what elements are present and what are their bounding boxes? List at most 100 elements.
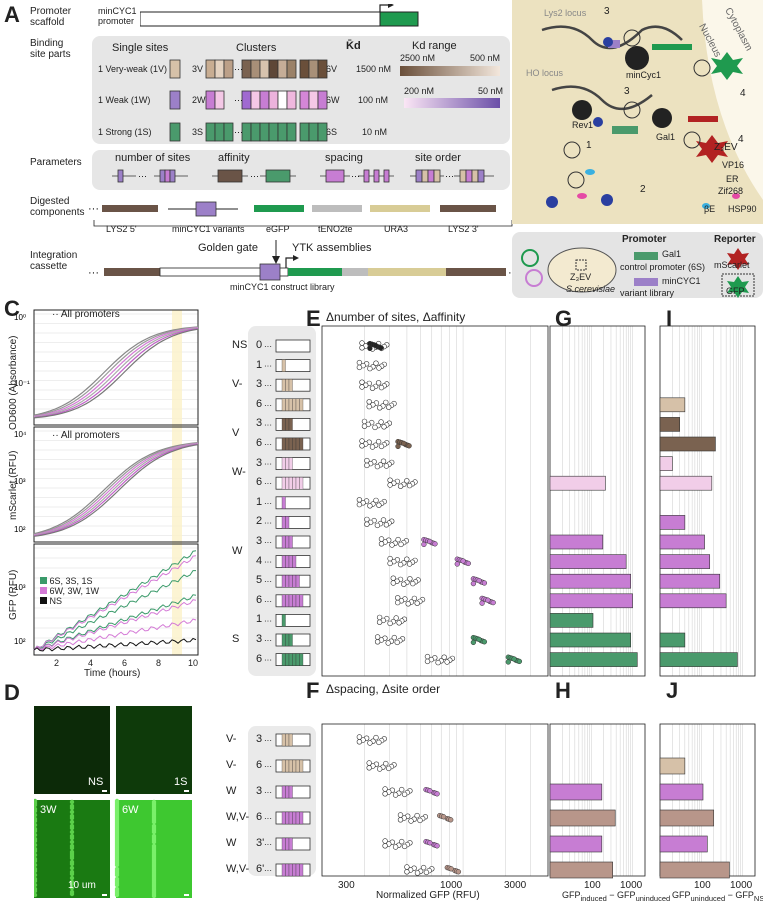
f-point-uninduced bbox=[408, 818, 414, 824]
f-construct-site bbox=[288, 759, 293, 773]
e-point-uninduced bbox=[375, 380, 382, 386]
e-point-induced bbox=[378, 345, 384, 351]
g-bar bbox=[549, 475, 606, 491]
d-cell-dot bbox=[34, 842, 38, 848]
e-construct-site bbox=[288, 535, 293, 549]
f-xtick-3000: 3000 bbox=[504, 880, 527, 891]
d-cell-dot bbox=[151, 837, 157, 843]
e-row-number: 6 bbox=[256, 593, 263, 606]
c-od600-curve bbox=[33, 326, 199, 416]
e-construct-site bbox=[299, 594, 304, 607]
e-construct-site bbox=[295, 653, 300, 666]
h-xtick-100: 100 bbox=[584, 880, 601, 891]
i-bar bbox=[659, 554, 711, 569]
kd-header: K̄d bbox=[346, 40, 361, 52]
e-construct-site bbox=[295, 437, 300, 451]
svg-text:10⁻¹: 10⁻¹ bbox=[14, 379, 30, 388]
e-point-uninduced bbox=[386, 404, 392, 410]
d-cell-dot bbox=[69, 875, 75, 881]
e-point-uninduced bbox=[405, 601, 411, 607]
e-group-label: W- bbox=[232, 466, 246, 479]
e-construct-site bbox=[285, 437, 290, 451]
e-point-uninduced bbox=[380, 458, 387, 464]
e-point-induced bbox=[470, 639, 477, 646]
c-mscarlet-curve bbox=[33, 442, 199, 535]
e-group-label: V bbox=[232, 427, 240, 440]
svg-text:···: ··· bbox=[88, 267, 99, 279]
d-cell-dot bbox=[69, 839, 75, 845]
d-cell-dot bbox=[34, 800, 38, 806]
zif268-label: Zif268 bbox=[718, 186, 744, 196]
e-point-uninduced bbox=[378, 443, 385, 450]
f-point-induced bbox=[427, 788, 433, 794]
e-group-label: V- bbox=[232, 378, 243, 391]
e-construct-site bbox=[295, 398, 300, 411]
e-point-uninduced bbox=[387, 560, 393, 567]
f-construct-site bbox=[281, 863, 286, 877]
f-point-uninduced bbox=[386, 765, 392, 772]
e-construct-site bbox=[281, 496, 286, 509]
f-point-induced bbox=[434, 791, 440, 797]
c-gfp-curve bbox=[33, 555, 197, 651]
kd-range-header: Kd range bbox=[412, 40, 457, 52]
e-construct-site bbox=[288, 594, 293, 607]
z3ev-yeast-label: Z₃EV bbox=[570, 272, 592, 282]
d-cell-dot bbox=[69, 813, 75, 819]
e-point-uninduced bbox=[394, 639, 400, 646]
f-construct-site bbox=[288, 811, 293, 825]
e-point-uninduced bbox=[435, 659, 441, 666]
e-point-uninduced bbox=[410, 580, 416, 587]
c-xtick-10: 10 bbox=[188, 658, 199, 668]
e-construct-site bbox=[292, 555, 297, 568]
d-cell-dot bbox=[69, 865, 75, 871]
panel-label-i: I bbox=[666, 306, 673, 331]
d-cell-dot bbox=[114, 850, 120, 856]
e-point-induced bbox=[485, 597, 491, 603]
e-point-uninduced bbox=[374, 522, 381, 529]
e-group-label: NS bbox=[232, 339, 248, 351]
f-construct-site bbox=[288, 733, 293, 747]
d-cell-dot bbox=[34, 872, 38, 878]
kd-w-range-lo: 200 nM bbox=[404, 86, 435, 96]
digested-label: Digested components bbox=[30, 196, 85, 218]
panel-label-a: A bbox=[4, 2, 20, 27]
d-cell-dot bbox=[34, 852, 38, 858]
f-construct-site bbox=[285, 733, 290, 747]
e-construct-site bbox=[285, 379, 290, 392]
f-point-induced bbox=[455, 869, 462, 875]
j-x-label: GFPuninduced − GFPNS bbox=[672, 890, 763, 903]
e-construct-site bbox=[285, 516, 290, 529]
f-construct-site bbox=[292, 759, 297, 773]
d-cell-dot bbox=[69, 833, 75, 839]
svg-text:10²: 10² bbox=[14, 525, 26, 534]
d-cell-dot bbox=[114, 844, 120, 850]
e-construct-site bbox=[288, 575, 293, 588]
f-point-induced bbox=[427, 840, 433, 846]
e-construct-site bbox=[281, 516, 286, 529]
e-construct-site bbox=[281, 359, 286, 372]
e-point-uninduced bbox=[383, 522, 390, 528]
d-cell-dot bbox=[114, 824, 120, 830]
d-cell-dot bbox=[151, 857, 157, 863]
g-bar bbox=[549, 652, 638, 667]
library-label: minCYC1 construct library bbox=[230, 282, 335, 292]
e-construct-dots: ··· bbox=[264, 460, 272, 469]
e-construct-site bbox=[285, 477, 290, 490]
e-point-uninduced bbox=[404, 478, 410, 484]
f-point-uninduced bbox=[401, 843, 408, 850]
e-construct-site bbox=[285, 653, 290, 666]
e-construct bbox=[275, 457, 311, 471]
e-point-induced bbox=[481, 580, 488, 586]
control-promoter-label: control promoter (6S) bbox=[620, 262, 706, 272]
h-x-label-sub1: induced bbox=[580, 893, 607, 903]
e-row-number: 1 bbox=[256, 495, 263, 508]
single-sites-header: Single sites bbox=[112, 42, 169, 54]
d-cell-dot bbox=[114, 890, 120, 896]
kd-w-value: 100 nM bbox=[358, 95, 389, 105]
e-point-uninduced bbox=[366, 403, 372, 410]
e-construct-site bbox=[281, 437, 286, 451]
d-cell-dot bbox=[151, 867, 157, 873]
parameters-label: Parameters bbox=[30, 157, 82, 168]
d-6w-label: 6W bbox=[122, 804, 139, 816]
d-cell-dot bbox=[69, 843, 75, 849]
